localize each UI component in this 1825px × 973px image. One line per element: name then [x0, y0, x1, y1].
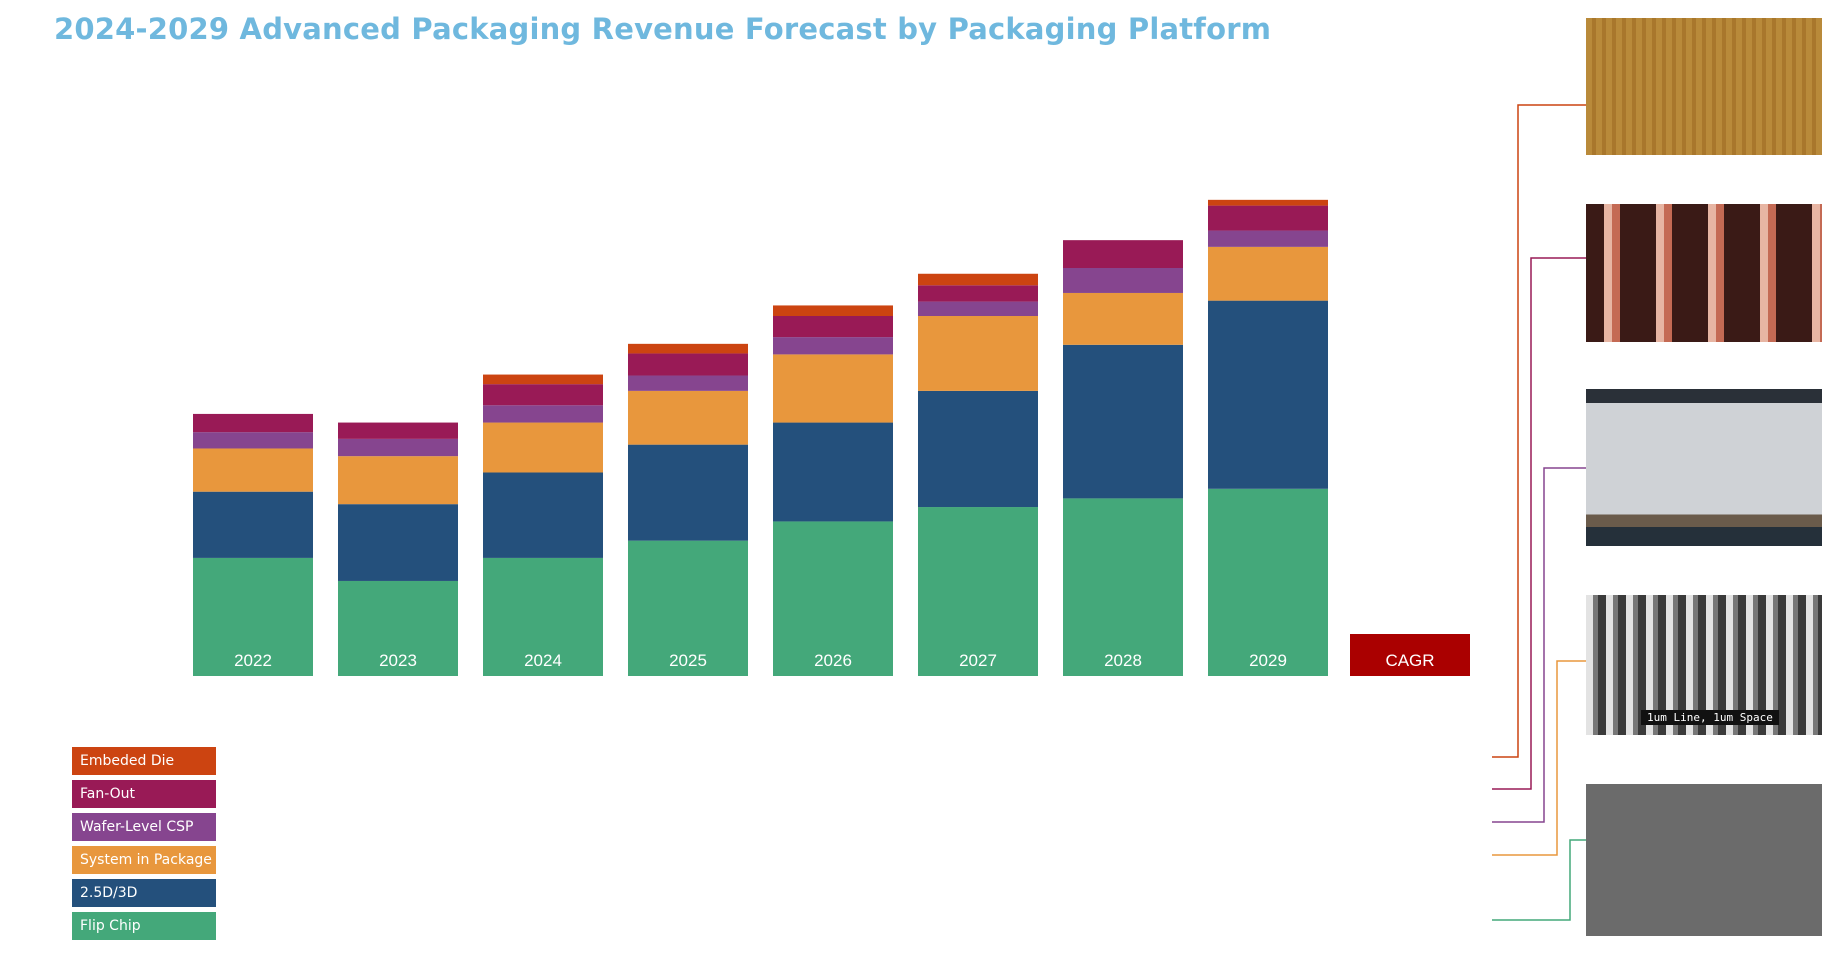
bar-segment-2024-2-5d-3d	[483, 472, 603, 558]
cagr-label: CAGR	[1385, 651, 1434, 670]
bar-segment-2029-2-5d-3d	[1208, 300, 1328, 489]
bar-segment-2024-system-in-package	[483, 422, 603, 473]
x-tick-label-2027: 2027	[959, 651, 997, 670]
x-tick-label-2024: 2024	[524, 651, 562, 670]
bar-segment-2025-flip-chip	[628, 540, 748, 676]
chart-title: 2024-2029 Advanced Packaging Revenue For…	[54, 12, 1272, 46]
bar-segment-2023-2-5d-3d	[338, 504, 458, 581]
bar-segment-2025-system-in-package	[628, 390, 748, 445]
bar-segment-2028-flip-chip	[1063, 498, 1183, 676]
bar-segment-2022-system-in-package	[193, 448, 313, 492]
thumbnail-caption: 1um Line, 1um Space	[1641, 710, 1779, 725]
bar-segment-2022-fan-out	[193, 413, 313, 433]
legend-item-system-in-package: System in Package	[72, 846, 216, 874]
x-tick-label-2023: 2023	[379, 651, 417, 670]
x-tick-label-2022: 2022	[234, 651, 272, 670]
bar-segment-2029-embeded-die	[1208, 199, 1328, 206]
bar-segment-2026-embeded-die	[773, 305, 893, 316]
wafer-level-csp-micrograph	[1586, 389, 1822, 546]
bar-segment-2027-fan-out	[918, 285, 1038, 302]
bar-segment-2026-system-in-package	[773, 354, 893, 423]
bar-segment-2023-wafer-level-csp	[338, 438, 458, 457]
bar-segment-2023-system-in-package	[338, 456, 458, 505]
bar-segment-2027-2-5d-3d	[918, 390, 1038, 508]
bar-segment-2028-wafer-level-csp	[1063, 268, 1183, 293]
legend-item-embeded-die: Embeded Die	[72, 747, 216, 775]
bar-segment-2024-flip-chip	[483, 557, 603, 676]
bar-segment-2029-system-in-package	[1208, 246, 1328, 301]
bar-segment-2023-flip-chip	[338, 580, 458, 676]
bar-segment-2026-fan-out	[773, 316, 893, 338]
bar-segment-2027-flip-chip	[918, 507, 1038, 676]
bar-segment-2024-fan-out	[483, 384, 603, 406]
x-tick-label-2026: 2026	[814, 651, 852, 670]
cagr-box	[1350, 634, 1470, 676]
bar-segment-2026-wafer-level-csp	[773, 337, 893, 355]
bar-segment-2023-fan-out	[338, 422, 458, 439]
bar-segment-2028-system-in-package	[1063, 292, 1183, 345]
bar-segment-2025-embeded-die	[628, 343, 748, 354]
bar-segment-2024-embeded-die	[483, 374, 603, 385]
bar-segment-2027-wafer-level-csp	[918, 301, 1038, 316]
connector-line	[1492, 257, 1586, 790]
fan-out-micrograph	[1586, 204, 1822, 342]
system-in-package-micrograph: 1um Line, 1um Space	[1586, 595, 1822, 735]
embedded-die-micrograph	[1586, 18, 1822, 155]
bar-segment-2022-2-5d-3d	[193, 491, 313, 558]
bar-segment-2024-wafer-level-csp	[483, 405, 603, 423]
bar-segment-2027-system-in-package	[918, 316, 1038, 391]
bar-segment-2028-fan-out	[1063, 240, 1183, 268]
bar-segment-2025-wafer-level-csp	[628, 375, 748, 391]
bar-segment-2025-fan-out	[628, 353, 748, 376]
bar-segment-2029-wafer-level-csp	[1208, 230, 1328, 247]
x-tick-label-2029: 2029	[1249, 651, 1287, 670]
legend-item-fan-out: Fan-Out	[72, 780, 216, 808]
legend: Embeded Die Fan-Out Wafer-Level CSP Syst…	[72, 747, 216, 945]
connector-line	[1492, 839, 1586, 921]
bar-segment-2026-2-5d-3d	[773, 422, 893, 522]
connector-line	[1492, 660, 1586, 856]
connector-line	[1492, 104, 1586, 758]
legend-item-wafer-level-csp: Wafer-Level CSP	[72, 813, 216, 841]
x-tick-label-2028: 2028	[1104, 651, 1142, 670]
bar-segment-2029-flip-chip	[1208, 488, 1328, 676]
legend-item-flip-chip: Flip Chip	[72, 912, 216, 940]
bar-segment-2022-wafer-level-csp	[193, 432, 313, 449]
bar-segment-2025-2-5d-3d	[628, 444, 748, 541]
bar-segment-2022-flip-chip	[193, 557, 313, 676]
bar-segment-2029-fan-out	[1208, 205, 1328, 231]
bar-segment-2026-flip-chip	[773, 521, 893, 676]
bar-segment-2027-embeded-die	[918, 273, 1038, 286]
flip-chip-micrograph	[1586, 784, 1822, 936]
x-tick-label-2025: 2025	[669, 651, 707, 670]
legend-item-2-5d-3d: 2.5D/3D	[72, 879, 216, 907]
connector-line	[1492, 467, 1586, 823]
bar-segment-2028-2-5d-3d	[1063, 344, 1183, 499]
